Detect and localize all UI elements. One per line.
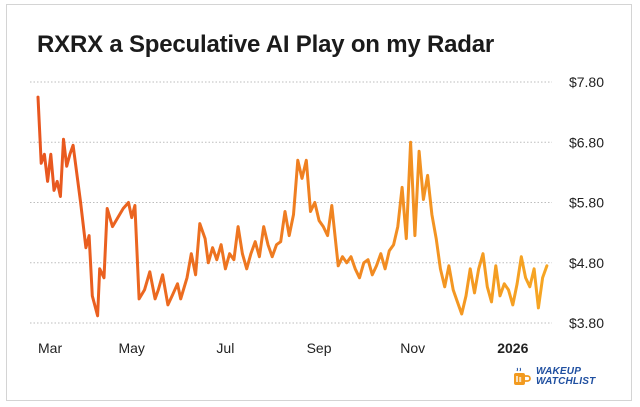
- x-tick-label: May: [118, 340, 144, 356]
- brand-logo: WAKEUP WATCHLIST: [512, 367, 595, 387]
- chart-title: RXRX a Speculative AI Play on my Radar: [37, 31, 495, 58]
- y-tick-label: $7.80: [569, 74, 604, 90]
- x-tick-label: Sep: [307, 340, 332, 356]
- mug-icon: [514, 367, 531, 385]
- brand-wordmark: WAKEUP WATCHLIST: [536, 367, 595, 387]
- x-tick-label: Mar: [38, 340, 62, 356]
- x-axis-ticks: Mar May Jul Sep Nov 2026: [38, 340, 529, 356]
- x-tick-label: Jul: [216, 340, 234, 356]
- brand-line-1: WAKEUP: [536, 366, 582, 377]
- y-tick-label: $4.80: [569, 255, 604, 271]
- gridlines: [30, 81, 552, 324]
- x-tick-label: Nov: [400, 340, 425, 356]
- x-tick-label: 2026: [497, 340, 528, 356]
- series-layer: [36, 95, 549, 318]
- y-tick-label: $3.80: [569, 315, 604, 331]
- y-tick-label: $6.80: [569, 134, 604, 150]
- brand-line-2: WATCHLIST: [536, 376, 596, 387]
- price-line: [36, 95, 549, 318]
- y-tick-label: $5.80: [569, 195, 604, 211]
- y-axis-ticks: $3.80 $4.80 $5.80 $6.80 $7.80: [569, 74, 604, 331]
